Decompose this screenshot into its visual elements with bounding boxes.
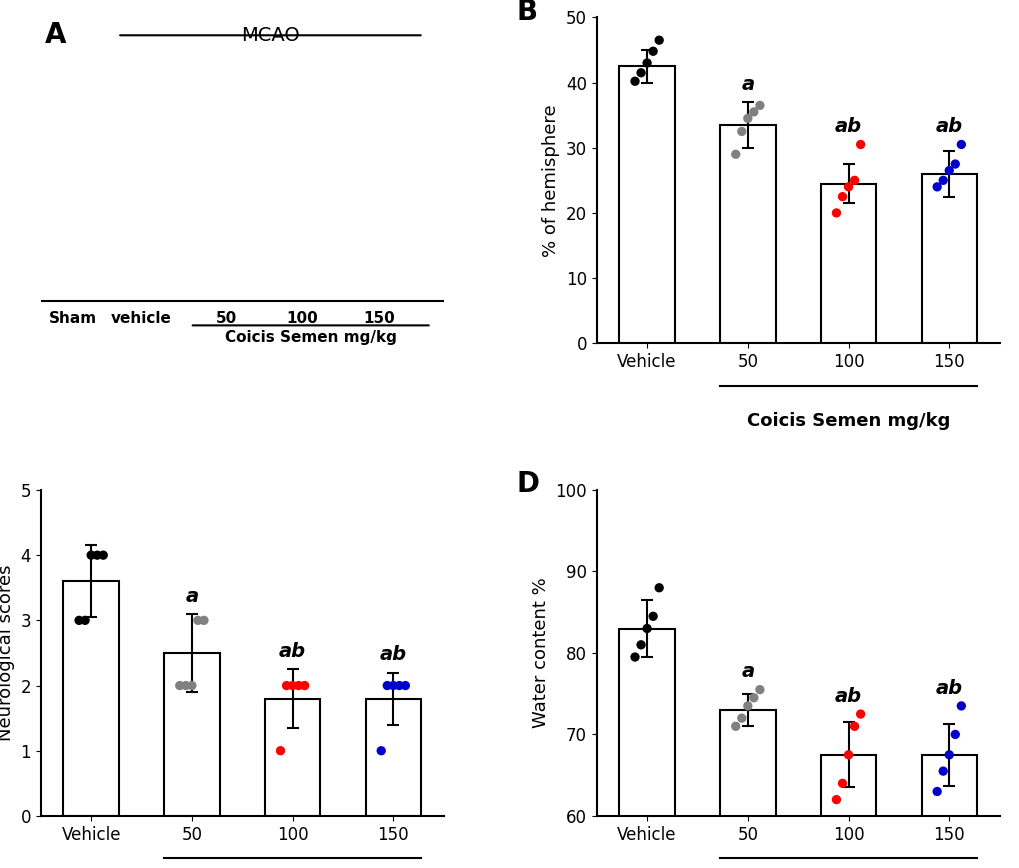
Point: [644, 609, 660, 623]
Point: [751, 682, 767, 696]
Point: [827, 206, 844, 220]
Point: [727, 148, 743, 161]
Text: vehicle: vehicle: [111, 311, 172, 326]
Bar: [619, 66, 675, 344]
Text: MCAO: MCAO: [240, 25, 300, 44]
Bar: [63, 582, 119, 816]
Point: [627, 650, 643, 664]
Text: Coicis Semen mg/kg: Coicis Semen mg/kg: [224, 330, 396, 345]
Point: [947, 727, 963, 741]
Text: 100: 100: [286, 311, 318, 326]
Text: ab: ab: [934, 679, 962, 698]
Text: D: D: [516, 470, 539, 498]
Point: [278, 679, 294, 693]
Point: [928, 180, 945, 194]
Point: [190, 614, 206, 628]
Point: [745, 105, 761, 119]
Point: [171, 679, 187, 693]
Point: [934, 174, 951, 187]
Text: a: a: [741, 75, 754, 94]
Text: ab: ab: [835, 117, 861, 136]
Point: [644, 44, 660, 58]
Point: [745, 691, 761, 705]
Point: [196, 614, 212, 628]
Point: [733, 124, 749, 138]
Text: A: A: [45, 21, 66, 49]
Point: [947, 157, 963, 171]
Point: [177, 679, 194, 693]
Point: [934, 764, 951, 778]
Point: [638, 621, 654, 635]
Bar: [719, 710, 774, 868]
Text: Coicis Semen mg/kg: Coicis Semen mg/kg: [746, 411, 950, 430]
Bar: [820, 755, 875, 868]
Point: [846, 174, 862, 187]
Point: [632, 638, 648, 652]
Point: [846, 720, 862, 733]
Point: [928, 785, 945, 799]
Point: [941, 163, 957, 177]
Point: [76, 614, 93, 628]
Point: [852, 707, 868, 721]
Text: ab: ab: [279, 642, 306, 661]
Point: [373, 744, 389, 758]
Point: [83, 549, 99, 562]
Point: [71, 614, 88, 628]
Point: [733, 711, 749, 725]
Point: [852, 137, 868, 151]
Point: [297, 679, 313, 693]
Point: [727, 720, 743, 733]
Text: 50: 50: [215, 311, 236, 326]
Text: ab: ab: [835, 687, 861, 706]
Bar: [920, 174, 976, 344]
Point: [834, 776, 850, 790]
Point: [627, 75, 643, 89]
Text: B: B: [516, 0, 537, 26]
Point: [751, 98, 767, 112]
Y-axis label: % of hemisphere: % of hemisphere: [542, 104, 559, 257]
Point: [952, 137, 968, 151]
Point: [834, 190, 850, 204]
Text: Sham: Sham: [49, 311, 97, 326]
Bar: [164, 653, 219, 816]
Point: [284, 679, 301, 693]
Text: a: a: [741, 662, 754, 681]
Point: [95, 549, 111, 562]
Point: [827, 792, 844, 806]
Bar: [920, 755, 976, 868]
Point: [650, 33, 666, 47]
Point: [840, 180, 856, 194]
Point: [385, 679, 401, 693]
Text: 150: 150: [363, 311, 394, 326]
Point: [396, 679, 413, 693]
Bar: [265, 699, 320, 816]
Point: [840, 748, 856, 762]
Bar: [820, 184, 875, 344]
Bar: [619, 628, 675, 868]
Bar: [365, 699, 421, 816]
Text: ab: ab: [379, 645, 407, 664]
Point: [739, 111, 755, 125]
Point: [638, 56, 654, 70]
Point: [89, 549, 105, 562]
Point: [391, 679, 408, 693]
Y-axis label: Water content %: Water content %: [531, 577, 549, 728]
Bar: [719, 125, 774, 344]
Point: [739, 699, 755, 713]
Text: ab: ab: [934, 117, 962, 136]
Text: a: a: [185, 587, 199, 606]
Point: [632, 66, 648, 80]
Point: [272, 744, 288, 758]
Y-axis label: Neurological scores: Neurological scores: [0, 565, 15, 741]
Point: [650, 581, 666, 595]
Point: [941, 748, 957, 762]
Point: [290, 679, 307, 693]
Point: [379, 679, 395, 693]
Point: [183, 679, 200, 693]
Point: [952, 699, 968, 713]
